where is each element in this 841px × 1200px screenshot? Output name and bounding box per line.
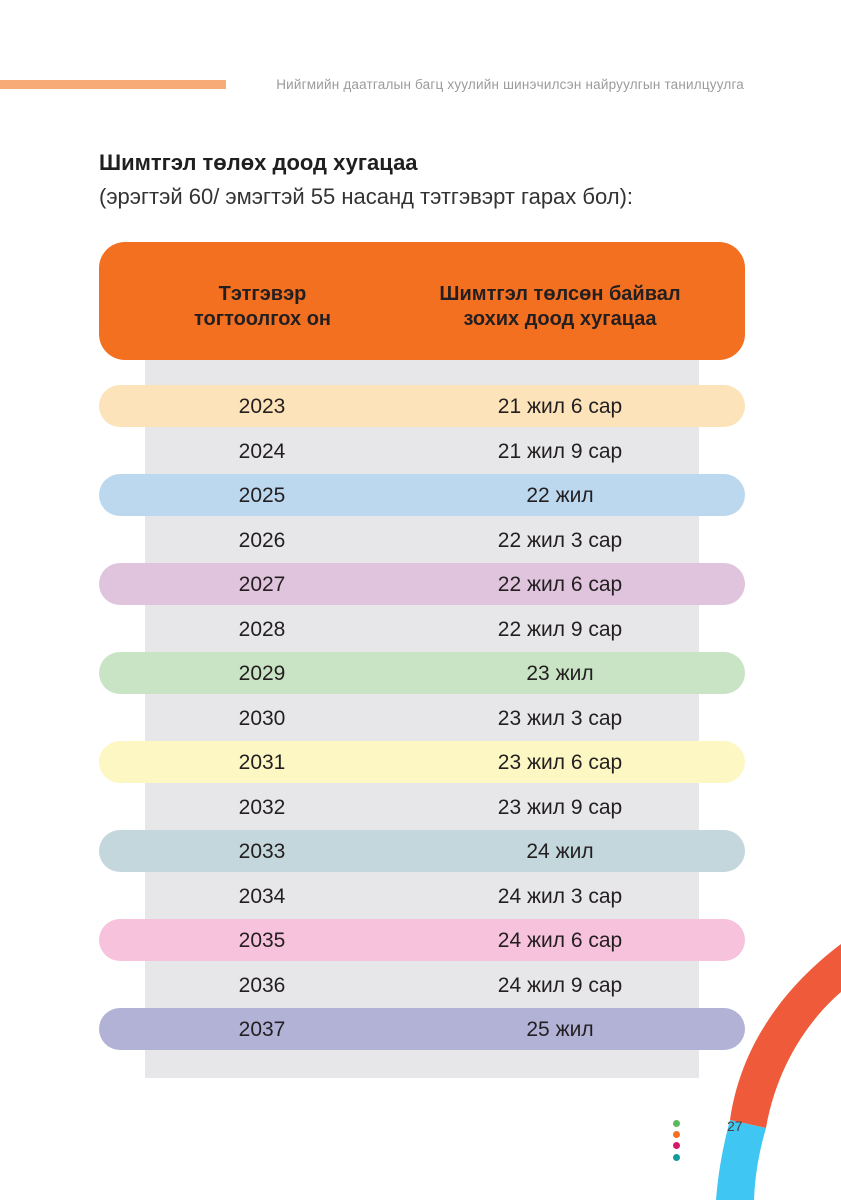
table-row [99, 919, 745, 961]
decorative-arc [716, 944, 841, 1200]
duration-cell: 24 жил 3 сар [497, 884, 623, 908]
year-cell: 2026 [238, 528, 286, 552]
year-cell: 2032 [238, 795, 286, 819]
year-cell: 2033 [238, 840, 286, 863]
year-cell: 2030 [238, 706, 286, 730]
table-row [99, 1008, 745, 1050]
duration-cell: 22 жил 9 сар [497, 617, 623, 641]
table-row [99, 652, 745, 694]
column-header-duration: Шимтгэл төлсөн байвал зохих доод хугацаа [400, 282, 720, 332]
year-cell: 2023 [238, 395, 286, 418]
table-header [99, 242, 745, 360]
duration-cell: 21 жил 9 сар [497, 439, 623, 463]
table-row [99, 385, 745, 427]
decorative-arc-blue [716, 1120, 766, 1200]
duration-cell: 24 жил [526, 840, 594, 863]
duration-cell: 22 жил 6 сар [497, 573, 623, 596]
running-header-title: Нийгмийн даатгалын багц хуулийн шинэчилс… [276, 77, 744, 92]
year-cell: 2024 [238, 439, 286, 463]
page-number: 27 [727, 1118, 743, 1134]
section-subtitle: (эрэгтэй 60/ эмэгтэй 55 насанд тэтгэвэрт… [99, 184, 634, 209]
column-header-duration-line1: Шимтгэл төлсөн байвал [439, 283, 681, 305]
duration-cell: 22 жил 3 сар [497, 528, 623, 552]
column-header-year-line2: тогтоолгох он [193, 308, 331, 330]
duration-cell: 23 жил 6 сар [497, 751, 623, 774]
decorative-arc-red [730, 944, 841, 1128]
table-row [99, 830, 745, 872]
duration-cell: 21 жил 6 сар [497, 395, 623, 418]
year-cell: 2028 [238, 617, 286, 641]
header-accent-bar [0, 80, 226, 89]
footer-dot [673, 1142, 680, 1149]
duration-cell: 23 жил 9 сар [497, 795, 623, 819]
year-cell: 2031 [238, 751, 286, 774]
year-cell: 2037 [238, 1018, 286, 1041]
footer-dot [673, 1154, 680, 1161]
table-row [99, 474, 745, 516]
year-cell: 2036 [238, 973, 286, 997]
year-cell: 2034 [238, 884, 286, 908]
section-title: Шимтгэл төлөх доод хугацаа [99, 150, 418, 175]
footer-dot [673, 1131, 680, 1138]
year-cell: 2025 [238, 484, 286, 507]
column-header-year: Тэтгэвэр тогтоолгох он [170, 282, 355, 332]
table-row [99, 741, 745, 783]
duration-cell: 24 жил 9 сар [497, 973, 623, 997]
year-cell: 2035 [238, 929, 286, 952]
column-header-year-line1: Тэтгэвэр [218, 283, 307, 305]
duration-cell: 24 жил 6 сар [497, 929, 623, 952]
year-cell: 2029 [238, 662, 286, 685]
duration-cell: 25 жил [526, 1018, 594, 1041]
duration-cell: 22 жил [526, 484, 594, 507]
table-row [99, 563, 745, 605]
footer-dot [673, 1120, 680, 1127]
duration-cell: 23 жил 3 сар [497, 706, 623, 730]
column-header-duration-line2: зохих доод хугацаа [463, 308, 657, 330]
year-cell: 2027 [238, 573, 286, 596]
duration-cell: 23 жил [526, 662, 594, 685]
